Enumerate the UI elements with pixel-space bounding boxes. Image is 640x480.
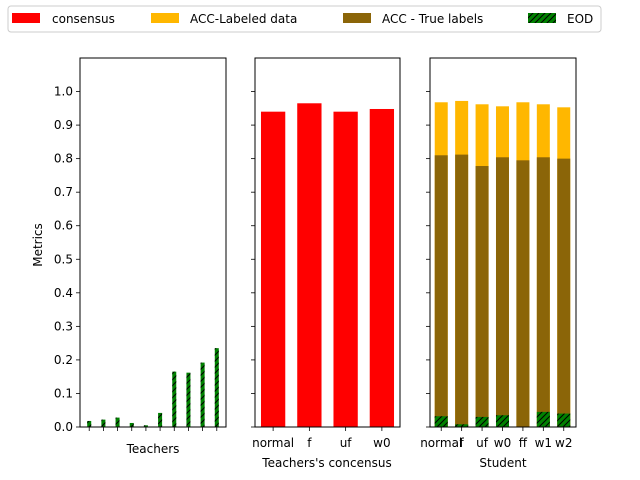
legend-swatch-acc-labeled (151, 13, 179, 23)
acc-true-bar (475, 166, 489, 427)
legend: consensus ACC-Labeled data ACC - True la… (7, 5, 602, 33)
eod-bar-hatch (200, 362, 205, 427)
x-tick-label: f (460, 436, 465, 450)
x-axis-label-consensus: Teachers's concensus (261, 456, 391, 470)
y-axis-label: Metrics (31, 223, 45, 267)
y-tick-label: 0.9 (54, 118, 73, 132)
x-axis-label-student: Student (479, 456, 527, 470)
eod-bar-hatch (101, 419, 106, 427)
legend-item-eod: EOD (528, 12, 593, 26)
legend-label-consensus: consensus (52, 12, 115, 26)
acc-true-bar (516, 160, 530, 427)
eod-bar-hatch (172, 371, 177, 427)
eod-bar-hatch (158, 412, 163, 427)
consensus-bar (297, 103, 322, 427)
legend-frame (7, 5, 602, 33)
acc-true-bar (557, 158, 571, 428)
legend-label-eod: EOD (567, 12, 593, 26)
consensus-bar (369, 108, 395, 428)
legend-item-acc-true: ACC - True labels (343, 12, 483, 26)
axes-frame (254, 57, 401, 428)
y-tick-label: 0.2 (54, 353, 73, 367)
x-axis-label-teachers: Teachers (126, 442, 180, 456)
y-tick-label: 0.4 (54, 286, 73, 300)
x-tick-label: uf (340, 436, 353, 450)
legend-item-acc-labeled: ACC-Labeled data (151, 12, 297, 26)
y-tick-label: 0.0 (54, 420, 73, 434)
legend-item-consensus: consensus (12, 12, 115, 26)
eod-bar-hatch (455, 424, 469, 427)
x-tick-label: w2 (555, 436, 572, 450)
consensus-bar (260, 111, 286, 427)
acc-true-bar (455, 154, 469, 428)
legend-label-acc-true: ACC - True labels (382, 12, 483, 26)
x-tick-label: w0 (373, 436, 390, 450)
eod-bar-hatch (186, 372, 191, 427)
legend-swatch-consensus (12, 13, 40, 23)
acc-true-bar (495, 157, 509, 427)
x-tick-label: uf (476, 436, 489, 450)
acc-true-bar (536, 157, 550, 427)
eod-bar-hatch (129, 422, 134, 427)
x-tick-label: f (307, 436, 312, 450)
panel-teachers-consensus: normal f uf w0 (251, 57, 401, 450)
axes-frame (79, 57, 227, 428)
eod-bar-hatch (434, 416, 448, 427)
consensus-bar (333, 111, 358, 427)
legend-swatch-acc-true (343, 13, 371, 23)
eod-bar-hatch (87, 420, 92, 427)
eod-bar-hatch (495, 415, 509, 427)
x-tick-label: w1 (535, 436, 552, 450)
eod-bar-hatch (536, 411, 550, 427)
legend-swatch-eod-hatch (528, 13, 556, 23)
eod-bar-hatch (475, 416, 489, 427)
y-tick-label: 0.1 (54, 386, 73, 400)
acc-true-bar (434, 155, 448, 428)
y-tick-label: 0.5 (54, 252, 73, 266)
x-tick-label: normal (420, 436, 462, 450)
x-tick-label: normal (252, 436, 294, 450)
legend-label-acc-labeled: ACC-Labeled data (190, 12, 297, 26)
y-tick-label: 1.0 (54, 85, 73, 99)
eod-bar-hatch (115, 417, 120, 427)
eod-bar-hatch (143, 425, 148, 427)
panel-teachers: 0.0 0.1 0.2 0.3 0.4 0.5 0.6 0.7 0.8 0.9 1.0 (54, 57, 227, 434)
y-tick-label: 0.8 (54, 152, 73, 166)
y-tick-label: 0.6 (54, 219, 73, 233)
eod-bar-hatch (557, 413, 571, 427)
y-tick-label: 0.7 (54, 185, 73, 199)
x-tick-label: ff (519, 436, 528, 450)
y-tick-label: 0.3 (54, 319, 73, 333)
axes-frame (429, 57, 577, 428)
x-tick-label: w0 (494, 436, 511, 450)
eod-bar-hatch (214, 348, 219, 427)
